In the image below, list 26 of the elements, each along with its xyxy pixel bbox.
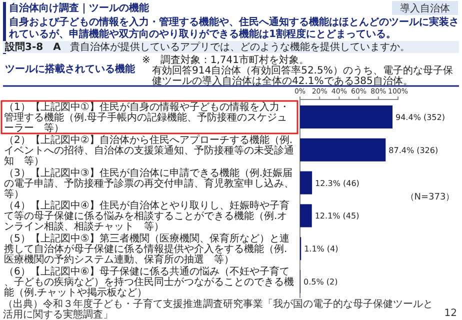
text: 12 bbox=[444, 308, 457, 319]
bar bbox=[300, 105, 393, 128]
text: 貴自治体が提供しているアプリでは、どのような機能を提供していますか。 bbox=[70, 41, 410, 53]
text: （出典）令和３年度子ども・子育て支援推進調査研究事業「我が国の電子的な母子保健ツールと活用に関する実態調査」 bbox=[3, 298, 433, 320]
text: ツールに搭載されている機能 bbox=[5, 63, 136, 75]
y-tick-label: （4）【上記図中④】住民が自治体とやり取りし、妊娠時や子育て等の母子保健に係る悩みを相談することができる機能（例.オンライン相談、相談チャット 等） bbox=[4, 200, 290, 233]
text: 導入自治体 bbox=[400, 2, 450, 14]
data-label: 0.5% (2) bbox=[303, 278, 338, 287]
data-label: 1.1% (4) bbox=[304, 244, 338, 254]
text: 自治体向け調査｜ツールの機能 bbox=[9, 2, 150, 14]
bar bbox=[300, 171, 312, 194]
y-tick-label: （3）【上記図中③】住民が自治体に申請できる機能（例.妊娠届の電子申請、予防接種予診票の再交付申請、育児教室申し込み、等） bbox=[4, 166, 294, 200]
y-tick-label: （6）【上記図中⑥】母子保健に係る共通の悩み（不妊や子育て、子どもの疾病など）を持つ住民同士がつながることのできる機能（例.チャットや掲示板など） bbox=[4, 266, 294, 299]
y-tick-label: （2）【上記図中②】自治体から住民へアプローチする機能（例.イベントへの招待、自治体の支援策通知、予防接種等の未受診通知 等） bbox=[4, 134, 294, 167]
bar bbox=[300, 204, 312, 228]
bar bbox=[300, 138, 386, 162]
y-tick-label: （5）【上記図中⑤】第三者機関（医療機関、保育所など）と連携して自治体が母子保健に係る情報提供や介入をする機能（例.医療機関の予約システム連動、保育所の抽選 等） bbox=[4, 232, 290, 266]
text: ※ 調査対象：1,741市町村を対象。 bbox=[142, 54, 310, 66]
text: （N=373） bbox=[405, 192, 455, 202]
data-label: 87.4% (326) bbox=[388, 146, 438, 155]
data-label: 12.1% (45) bbox=[314, 212, 360, 221]
data-label: 12.3% (46) bbox=[315, 178, 360, 188]
text: 有効回答914自治体（有効回答率52.5%）のうち、電子的な母子保健ツールの導入自治体は全体の42.1%である385自治体。 bbox=[152, 64, 453, 87]
chart-title: 自身および子どもの情報を入力・管理する機能や、住民へ通知する機能はほとんどのツールに実装されているが、申請機能や双方向のやり取りができる機能は1割程度にとどまっている。 bbox=[8, 16, 459, 40]
text: 設問3-8 A bbox=[4, 41, 62, 53]
data-label: 94.4% (352) bbox=[396, 112, 445, 122]
